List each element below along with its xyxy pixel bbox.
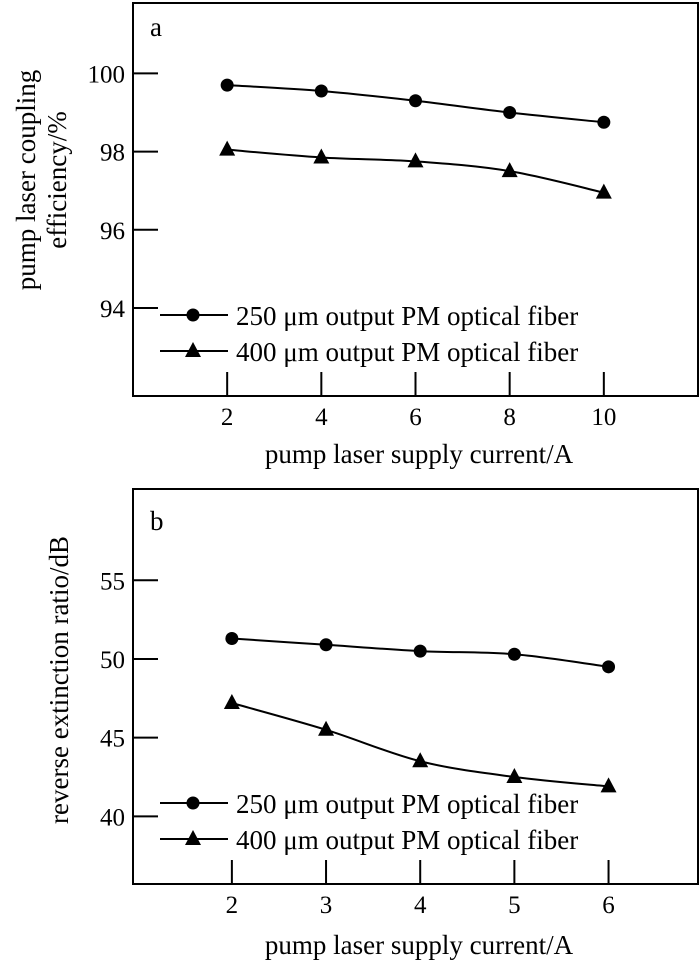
data-point-a-250-x10 [597,115,611,129]
data-point-a-400-x6 [407,152,424,168]
series-group-a [219,78,612,199]
x-tick-label-b-3: 3 [320,892,333,919]
legend-marker-circle-a [186,308,200,322]
data-point-a-250-x4 [314,84,328,98]
panel-letter-b: b [150,506,164,536]
legend-b: 250 μm output PM optical fiber 400 μm ou… [160,789,578,855]
series-group-b [223,632,617,793]
data-point-b-400-x3 [318,720,335,736]
x-tick-label-b-6: 6 [602,892,615,919]
data-point-b-250-x4 [413,644,427,658]
x-tick-label-a-6: 6 [409,404,422,431]
data-point-b-250-x6 [602,660,616,674]
y-tick-label-a-96: 96 [100,218,125,245]
legend-marker-triangle-b [185,830,201,845]
data-point-a-400-x4 [313,148,330,164]
data-point-b-400-x2 [223,694,240,710]
y-tick-label-b-40: 40 [100,804,125,831]
panel-a: a 94 96 98 100 2 4 6 8 10 250 μm output PM opti… [11,2,699,469]
legend-label-b-400: 400 μm output PM optical fiber [236,825,578,855]
data-point-a-250-x6 [409,94,422,108]
y-axis-ticks-a: 94 96 98 100 [88,61,158,323]
x-axis-ticks-a: 2 4 6 8 10 [221,372,616,431]
data-point-b-250-x2 [225,632,239,646]
y-tick-label-a-94: 94 [100,296,126,323]
data-point-a-400-x8 [501,162,518,178]
data-point-b-250-x3 [319,638,333,652]
plot-frame-b [132,488,699,885]
x-tick-label-a-10: 10 [591,404,616,431]
x-tick-label-a-4: 4 [315,404,328,431]
legend-label-b-250: 250 μm output PM optical fiber [236,789,578,819]
data-point-a-400-x10 [595,183,612,199]
data-point-a-250-x8 [503,105,517,119]
y-tick-label-a-100: 100 [88,61,126,88]
y-tick-label-b-45: 45 [100,726,125,753]
x-tick-label-b-4: 4 [414,892,427,919]
series-line-b-400 [231,702,609,788]
legend-label-a-250: 250 μm output PM optical fiber [236,301,578,331]
y-tick-label-a-98: 98 [100,140,125,167]
y-axis-title-a: pump laser coupling [11,70,41,290]
data-point-a-250-x2 [220,78,234,92]
legend-a: 250 μm output PM optical fiber 400 μm ou… [160,301,578,367]
x-axis-title-a: pump laser supply current/A [265,439,574,469]
data-point-a-400-x2 [219,140,236,156]
legend-marker-triangle-a [185,342,201,357]
y-tick-label-b-50: 50 [100,647,125,674]
legend-label-a-400: 400 μm output PM optical fiber [236,337,578,367]
x-tick-label-a-8: 8 [503,404,516,431]
data-point-b-400-x4 [412,752,429,768]
data-point-b-250-x5 [507,647,521,661]
x-tick-label-a-2: 2 [221,404,234,431]
x-tick-label-b-2: 2 [226,892,239,919]
y-axis-ticks-b: 40 45 50 55 [100,568,158,831]
panel-letter-a: a [150,12,162,42]
x-axis-ticks-b: 2 3 4 5 6 [226,860,615,919]
x-axis-title-b: pump laser supply current/A [265,930,574,960]
data-point-b-400-x5 [506,767,523,783]
y-axis-title-a-line2: efficiency/% [42,111,72,248]
data-point-b-400-x6 [600,777,617,793]
y-tick-label-b-55: 55 [100,568,125,595]
legend-marker-circle-b [186,796,200,810]
y-axis-title-b: reverse extinction ratio/dB [44,536,74,824]
x-tick-label-b-5: 5 [508,892,521,919]
